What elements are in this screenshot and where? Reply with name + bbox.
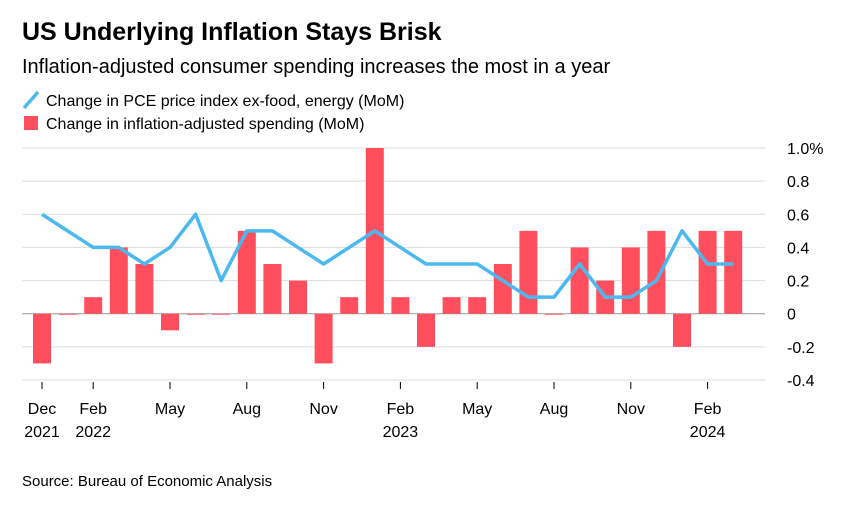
x-tick-label: Dec 2021: [24, 401, 60, 441]
bar: [724, 230, 743, 314]
x-tick-label-line: Dec: [28, 401, 56, 418]
bar: [647, 230, 666, 314]
x-tick-label-line: 2021: [24, 424, 60, 441]
legend-bar-icon: [24, 116, 38, 130]
bar: [109, 247, 128, 314]
bar: [161, 313, 179, 331]
bar: [391, 297, 410, 314]
x-tick-label-line: 2023: [383, 424, 419, 441]
chart-title: US Underlying Inflation Stays Brisk: [22, 18, 442, 46]
y-tick-label: 0: [787, 307, 796, 324]
y-tick-label: 0.4: [787, 240, 809, 257]
bar: [212, 313, 231, 315]
x-tick-label: Feb 2022: [75, 401, 111, 441]
x-tick-label: May: [462, 401, 492, 418]
bar: [84, 297, 103, 314]
y-tick-label: -0.2: [787, 340, 815, 357]
bar: [186, 313, 205, 315]
bar: [135, 264, 154, 314]
bar: [263, 264, 282, 314]
bar: [621, 247, 640, 314]
bar: [58, 313, 77, 315]
bar: [493, 264, 512, 314]
legend-label: Change in PCE price index ex-food, energ…: [46, 93, 404, 110]
bar: [442, 297, 461, 314]
y-tick-label: 0.8: [787, 174, 809, 191]
x-tick-label: Feb 2023: [383, 401, 419, 441]
y-tick-label: 1.0%: [787, 141, 823, 158]
bar: [468, 297, 487, 314]
x-tick-label-line: Feb: [79, 401, 107, 418]
bar: [673, 313, 691, 347]
x-tick-label-line: Feb: [387, 401, 415, 418]
y-tick-label: 0.6: [787, 207, 809, 224]
chart-subtitle: Inflation-adjusted consumer spending inc…: [22, 56, 610, 78]
bar: [340, 297, 359, 314]
bar: [417, 313, 435, 347]
source: Source: Bureau of Economic Analysis: [22, 473, 272, 490]
y-tick-label: 0.2: [787, 274, 809, 291]
bar: [289, 280, 307, 314]
x-tick-label-line: 2024: [690, 424, 726, 441]
bar: [519, 230, 538, 314]
bar: [570, 247, 589, 314]
x-tick-label: Aug: [233, 401, 261, 418]
bar: [698, 230, 717, 314]
bar: [545, 313, 563, 315]
x-tick-label: Nov: [309, 401, 337, 418]
x-tick-label: May: [155, 401, 185, 418]
x-tick-label-line: 2022: [75, 424, 111, 441]
bar: [33, 313, 51, 364]
bar: [237, 230, 256, 314]
x-tick-label: Nov: [617, 401, 645, 418]
x-tick-label: Aug: [540, 401, 568, 418]
x-tick-label: Feb 2024: [690, 401, 726, 441]
y-tick-label: -0.4: [787, 373, 815, 390]
legend-label: Change in inflation-adjusted spending (M…: [46, 116, 364, 133]
x-tick-label-line: Feb: [694, 401, 722, 418]
line: [41, 212, 734, 299]
bar: [314, 313, 333, 364]
legend-line-icon: [22, 90, 40, 110]
